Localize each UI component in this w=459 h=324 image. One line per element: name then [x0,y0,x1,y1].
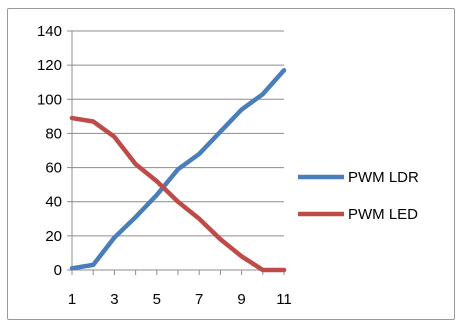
series-lines [69,68,287,273]
y-tick-label: 120 [37,57,62,74]
y-axis-tick-labels: 0 20 40 60 80 100 120 140 [37,23,62,279]
x-tick-label: 7 [195,291,203,308]
x-tick-label: 11 [276,291,292,308]
y-tick-label: 140 [37,23,62,40]
legend-label: PWM LED [348,206,418,223]
x-tick-label: 5 [153,291,161,308]
y-tick-label: 20 [45,228,62,245]
x-tick-label: 1 [68,291,76,308]
gridlines [72,30,284,237]
series-line [69,68,287,271]
x-tick-label: 3 [110,291,118,308]
y-tick-label: 80 [45,125,62,142]
y-tick-label: 40 [45,194,62,211]
x-axis-tick-labels: 1 3 5 7 9 11 [68,291,292,308]
legend: PWM LDR PWM LED [298,169,419,223]
y-tick-label: 100 [37,91,62,108]
axes [67,30,285,275]
x-tick-label: 9 [237,291,245,308]
series-line [69,115,287,273]
y-tick-label: 0 [54,262,62,279]
y-tick-label: 60 [45,160,62,177]
legend-label: PWM LDR [348,169,419,186]
